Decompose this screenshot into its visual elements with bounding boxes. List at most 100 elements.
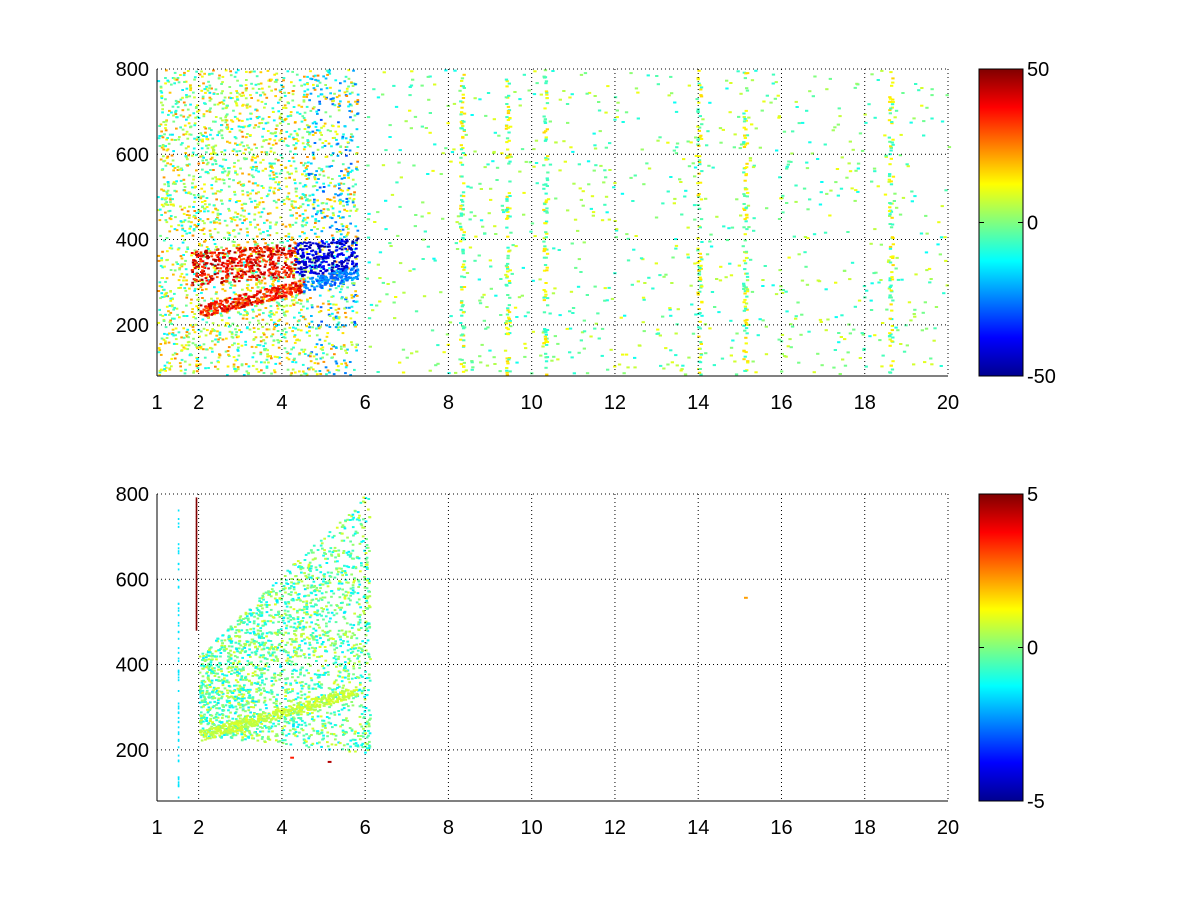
heatmap-cell: [250, 200, 253, 203]
heatmap-cell: [193, 122, 197, 125]
heatmap-cell: [207, 273, 210, 276]
heatmap-cell: [511, 244, 515, 247]
heatmap-cell: [246, 312, 249, 315]
heatmap-cell: [181, 234, 184, 237]
heatmap-cell: [233, 193, 237, 196]
heatmap-cell: [459, 322, 463, 324]
heatmap-cell: [216, 302, 220, 305]
heatmap-cell: [330, 205, 333, 208]
heatmap-cell: [168, 304, 172, 307]
heatmap-cell: [319, 209, 323, 212]
heatmap-cell: [343, 208, 346, 211]
heatmap-cell: [207, 308, 211, 311]
heatmap-cell: [192, 328, 195, 331]
heatmap-cell: [200, 70, 203, 73]
heatmap-cell: [398, 205, 402, 208]
heatmap-cell: [304, 287, 308, 290]
heatmap-cell: [208, 91, 212, 94]
heatmap-cell: [157, 137, 161, 140]
heatmap-cell: [220, 165, 224, 168]
heatmap-cell: [333, 282, 337, 284]
heatmap-cell: [781, 289, 785, 291]
heatmap-cell: [289, 272, 293, 275]
heatmap-cell: [262, 339, 266, 342]
heatmap-cell: [912, 363, 916, 366]
heatmap-cell: [171, 182, 175, 185]
heatmap-cell: [697, 335, 701, 338]
heatmap-cell: [314, 222, 317, 224]
heatmap-cell: [699, 278, 703, 281]
heatmap-cell: [351, 260, 354, 263]
heatmap-cell: [543, 107, 547, 110]
heatmap-cell: [282, 291, 286, 294]
heatmap-cell: [320, 279, 324, 282]
heatmap-cell: [533, 235, 537, 238]
heatmap-cell: [857, 299, 862, 302]
heatmap-cell: [166, 155, 170, 158]
heatmap-cell: [211, 322, 215, 325]
heatmap-cell: [232, 165, 236, 168]
heatmap-cell: [456, 215, 461, 218]
heatmap-cell: [202, 308, 206, 311]
heatmap-cell: [274, 128, 278, 130]
heatmap-cell: [289, 288, 292, 291]
heatmap-cell: [160, 337, 164, 340]
heatmap-cell: [322, 226, 325, 229]
heatmap-cell: [587, 91, 592, 94]
heatmap-cell: [317, 220, 321, 223]
heatmap-cell: [265, 358, 269, 361]
heatmap-cell: [349, 116, 352, 119]
heatmap-cell: [321, 272, 325, 275]
heatmap-cell: [268, 263, 272, 266]
heatmap-cell: [258, 282, 262, 285]
heatmap-cell: [263, 277, 267, 280]
heatmap-cell: [531, 330, 535, 333]
heatmap-cell: [613, 182, 617, 185]
heatmap-cell: [207, 279, 210, 282]
heatmap-cell: [236, 200, 239, 202]
heatmap-cell: [192, 316, 195, 319]
heatmap-cell: [220, 101, 224, 104]
heatmap-cell: [276, 307, 280, 310]
heatmap-cell: [245, 314, 249, 317]
heatmap-cell: [266, 353, 269, 356]
heatmap-cell: [232, 291, 236, 294]
heatmap-cell: [274, 172, 278, 175]
heatmap-cell: [742, 282, 746, 285]
heatmap-cell: [838, 115, 842, 118]
heatmap-cell: [302, 254, 306, 257]
heatmap-cell: [214, 311, 217, 313]
heatmap-cell: [651, 287, 655, 290]
heatmap-cell: [534, 162, 539, 164]
heatmap-cell: [279, 241, 282, 244]
heatmap-cell: [309, 172, 313, 175]
heatmap-cell: [283, 91, 286, 94]
heatmap-cell: [196, 193, 200, 196]
heatmap-cell: [349, 222, 352, 225]
heatmap-cell: [317, 109, 321, 112]
heatmap-cell: [302, 274, 306, 277]
heatmap-cell: [282, 79, 285, 82]
heatmap-cell: [270, 278, 273, 281]
heatmap-cell: [174, 111, 177, 114]
heatmap-cell: [569, 290, 574, 293]
heatmap-cell: [270, 297, 274, 300]
heatmap-cell: [322, 360, 326, 363]
heatmap-cell: [326, 332, 330, 335]
heatmap-cell: [797, 253, 801, 256]
heatmap-cell: [708, 101, 712, 104]
heatmap-cell: [157, 347, 161, 350]
heatmap-cell: [234, 333, 238, 336]
heatmap-cell: [819, 321, 823, 323]
heatmap-cell: [325, 269, 329, 272]
heatmap-cell: [829, 189, 833, 192]
heatmap-cell: [324, 282, 327, 284]
heatmap-cell: [304, 266, 308, 269]
heatmap-cell: [604, 146, 608, 149]
heatmap-cell: [441, 152, 445, 155]
heatmap-cell: [806, 237, 810, 240]
heatmap-cell: [347, 69, 351, 72]
heatmap-cell: [315, 110, 319, 113]
heatmap-cell: [186, 246, 189, 249]
heatmap-cell: [552, 247, 556, 250]
